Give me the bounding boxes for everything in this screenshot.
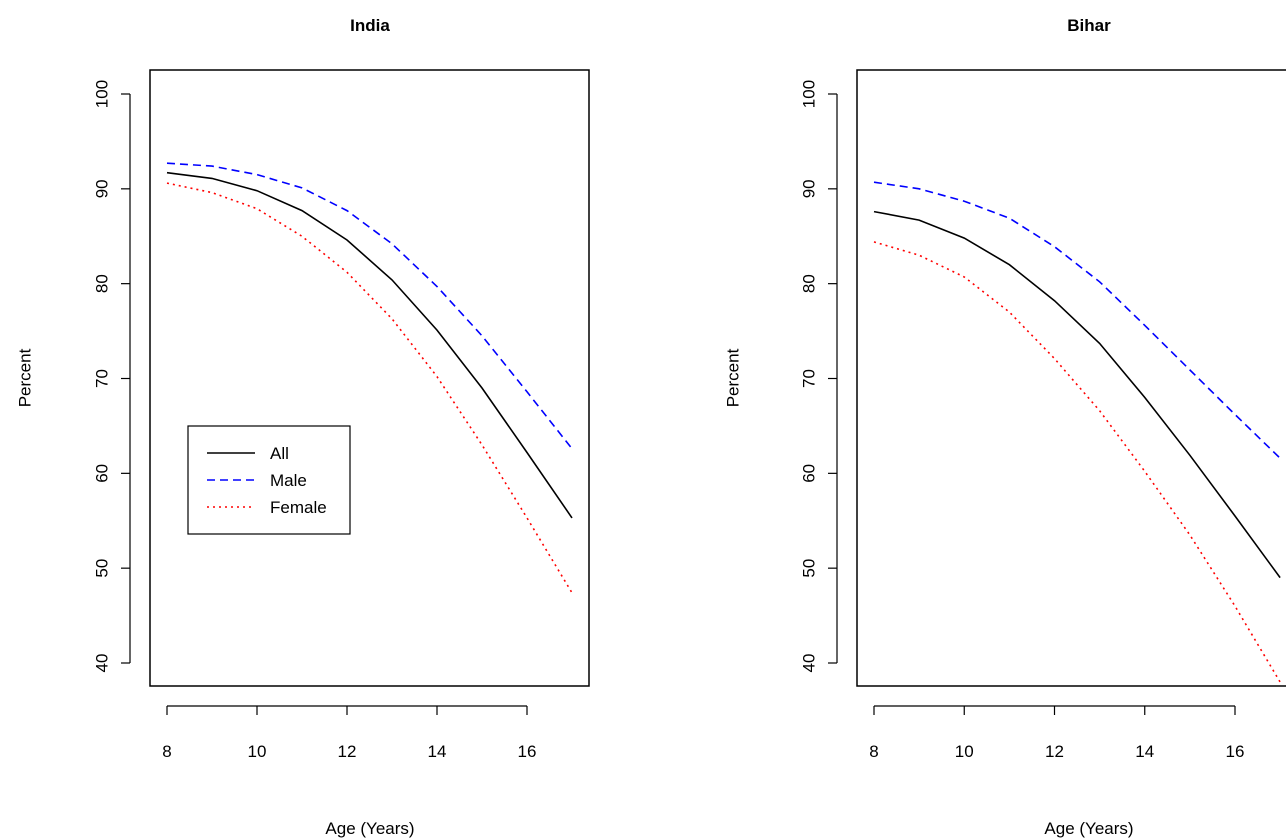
legend-label-all: All — [270, 444, 289, 463]
legend-label-male: Male — [270, 471, 307, 490]
bihar-y-tick-label: 90 — [800, 179, 819, 198]
bihar-y-tick-label: 70 — [800, 369, 819, 388]
bihar-title: Bihar — [1067, 16, 1111, 35]
bihar-series-female-line — [873, 241, 1281, 683]
india-y-tick-label: 70 — [93, 369, 112, 388]
india-y-tick-label: 80 — [93, 274, 112, 293]
india-y-axis-label: Percent — [16, 348, 35, 407]
bihar-x-tick-label: 14 — [1135, 742, 1154, 761]
bihar-x-tick-label: 8 — [869, 742, 878, 761]
bihar-x-axis-label: Age (Years) — [1044, 819, 1133, 838]
india-x-tick-label: 12 — [338, 742, 357, 761]
india-x-tick-label: 16 — [518, 742, 537, 761]
bihar-plot-frame — [856, 69, 1286, 687]
bihar-y-tick-label: 60 — [800, 464, 819, 483]
bihar-y-tick-label: 80 — [800, 274, 819, 293]
india-title: India — [350, 16, 390, 35]
bihar-y-axis-label: Percent — [724, 348, 743, 407]
india-plot-frame — [149, 69, 590, 687]
bihar-x-tick-label: 10 — [955, 742, 974, 761]
bihar-y-tick-label: 100 — [800, 80, 819, 108]
india-x-tick-label: 14 — [428, 742, 447, 761]
bihar-chart: Bihar 8 10 12 14 16 40 50 60 70 80 90 100 Age (Years)… — [724, 16, 1286, 838]
india-x-tick-label: 8 — [162, 742, 171, 761]
bihar-x-tick-label: 16 — [1226, 742, 1245, 761]
india-y-tick-label: 90 — [93, 179, 112, 198]
india-x-axis-label: Age (Years) — [325, 819, 414, 838]
india-series-all-line — [166, 171, 573, 519]
legend-label-female: Female — [270, 498, 327, 517]
bihar-series-male-line — [873, 181, 1281, 459]
india-y-tick-label: 100 — [93, 80, 112, 108]
bihar-y-tick-label: 50 — [800, 559, 819, 578]
india-y-tick-label: 60 — [93, 464, 112, 483]
india-y-tick-label: 40 — [93, 654, 112, 673]
bihar-x-tick-label: 12 — [1045, 742, 1064, 761]
india-y-tick-label: 50 — [93, 559, 112, 578]
bihar-series-all-line — [873, 210, 1281, 579]
india-series-male-line — [166, 162, 573, 450]
india-x-tick-label: 10 — [248, 742, 267, 761]
india-chart: India 8 10 12 14 16 40 50 60 70 80 90 100 Age (Years)… — [16, 16, 590, 838]
bihar-y-tick-label: 40 — [800, 654, 819, 673]
india-legend: All Male Female — [187, 425, 351, 535]
